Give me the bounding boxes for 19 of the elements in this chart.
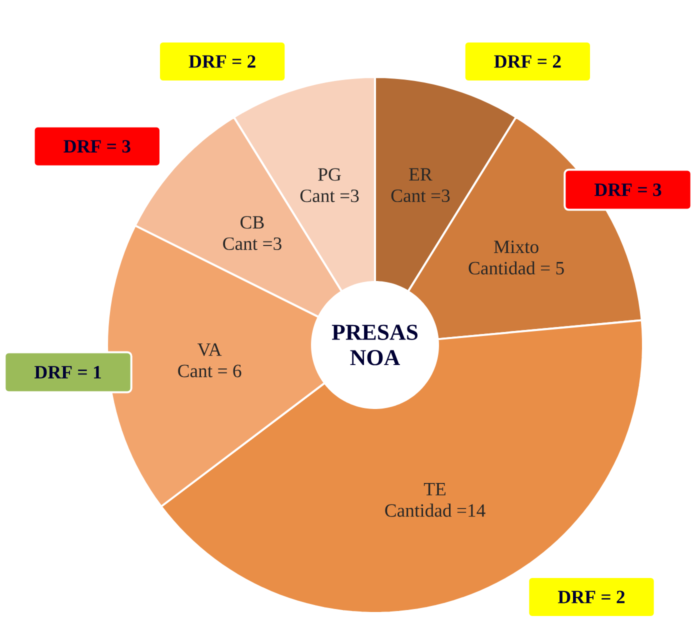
slice-label: CB — [240, 216, 264, 229]
data-label: Cantidad = 5 — [468, 261, 564, 274]
text: DRF = 2 — [494, 55, 561, 68]
slice-label: VA — [197, 343, 222, 356]
slice-label: Mixto — [494, 240, 538, 254]
text: DRF = 3 — [594, 184, 662, 196]
data-label: Cantidad =14 — [385, 504, 486, 517]
text: DRF = 2 — [558, 590, 625, 604]
data-label: Cant = 6 — [178, 364, 242, 378]
text: DRF = 2 — [188, 55, 256, 68]
data-label: Cant =3 — [300, 190, 359, 202]
slice-label: TE — [424, 483, 446, 496]
text: PRESAS NOA — [332, 324, 418, 366]
slice-label: PG — [318, 168, 341, 181]
text: DRF = 3 — [64, 140, 130, 153]
data-label: Cant =3 — [391, 190, 450, 202]
slice-label: ER — [409, 168, 432, 181]
text: DRF = 1 — [34, 366, 101, 378]
data-label: Cant =3 — [223, 237, 282, 250]
